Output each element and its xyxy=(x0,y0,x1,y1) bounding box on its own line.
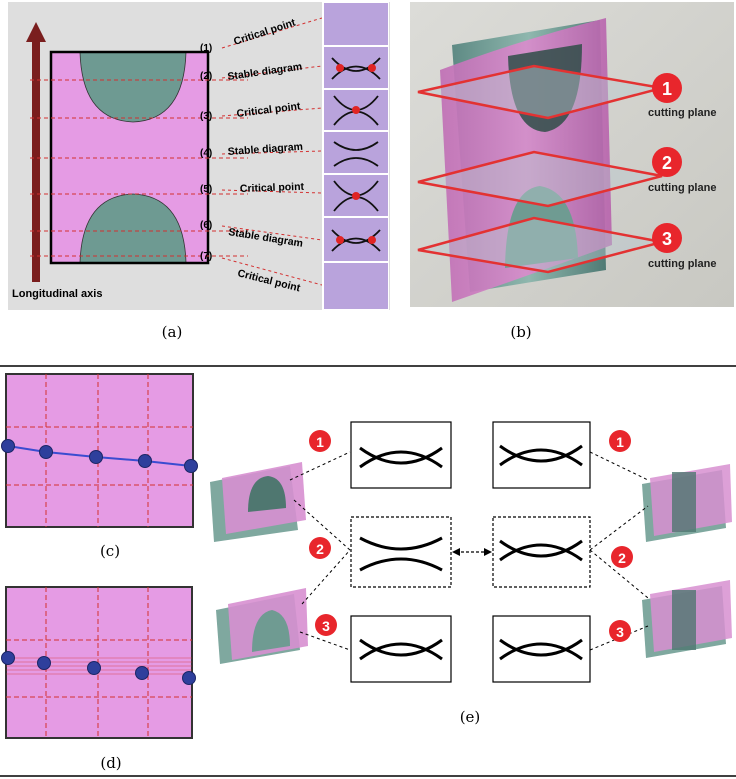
diagram-box-right-3 xyxy=(492,615,591,683)
panel-c: (c) xyxy=(1,373,198,560)
e-badge-right-1: 1 xyxy=(609,430,631,452)
diagram-box-left-2 xyxy=(350,516,452,588)
annotation-stable-diagram-2: Stable diagram xyxy=(227,141,303,158)
plane-label-1: cutting plane xyxy=(648,107,716,119)
plane-badge-2: 2 xyxy=(652,147,682,177)
curve-point xyxy=(89,450,103,464)
critical-dot xyxy=(336,236,344,244)
badge-number: 1 xyxy=(662,79,672,99)
diagram-box-right-2 xyxy=(492,516,591,588)
badge-number: 3 xyxy=(616,624,624,640)
level-label-4: (4) xyxy=(200,148,212,159)
caption-b: (b) xyxy=(510,323,531,341)
surface-thumb-left-2 xyxy=(216,588,308,664)
diagram-box-right-1 xyxy=(492,421,591,489)
panel-d-field xyxy=(5,586,193,739)
e-badge-right-2: 2 xyxy=(611,546,633,568)
upper-hole xyxy=(508,44,582,132)
badge-number: 2 xyxy=(316,541,324,557)
surface-thumb-right-2 xyxy=(642,580,732,658)
upper-hole-shape xyxy=(79,51,187,123)
diagram-column xyxy=(322,2,389,310)
badge-number: 3 xyxy=(662,229,672,249)
diagram-box-left-1 xyxy=(350,421,452,489)
e-badge-left-3: 3 xyxy=(315,614,337,636)
cell-stable-1 xyxy=(324,47,388,88)
critical-dot xyxy=(352,106,360,114)
cell-stable-3 xyxy=(324,218,388,261)
level-markers: (1) (2) (3) (4) (5) (6) (7) xyxy=(30,43,248,262)
critical-dot xyxy=(368,64,376,72)
lower-hole xyxy=(505,186,578,268)
cell-stable-2 xyxy=(324,132,388,173)
panel-e: 1 2 3 1 2 3 xyxy=(210,421,732,726)
curve-point xyxy=(1,439,15,453)
curve-point xyxy=(182,671,196,685)
e-badge-right-3: 3 xyxy=(609,620,631,642)
level-label-3: (3) xyxy=(200,111,212,122)
lower-hole-shape xyxy=(79,193,187,264)
badge-number: 2 xyxy=(662,153,672,173)
curve-point xyxy=(37,656,51,670)
level-label-6: (6) xyxy=(200,220,212,231)
curve-point xyxy=(184,459,198,473)
diagram-box-left-3 xyxy=(350,615,452,683)
plane-label-3: cutting plane xyxy=(648,258,716,270)
curve-point xyxy=(135,666,149,680)
curve-point xyxy=(1,651,15,665)
level-label-7: (7) xyxy=(200,251,212,262)
curve-point xyxy=(138,454,152,468)
plane-badge-3: 3 xyxy=(652,223,682,253)
caption-c: (c) xyxy=(100,542,120,560)
badge-number: 3 xyxy=(322,618,330,634)
panel-a: Longitudinal axis (1) (2) (3) (4) (5) (6… xyxy=(8,2,390,341)
axis-label: Longitudinal axis xyxy=(12,288,102,300)
cell-empty-bottom xyxy=(324,263,388,309)
curve-point xyxy=(87,661,101,675)
cell-empty-top xyxy=(324,3,388,45)
level-label-5: (5) xyxy=(200,184,212,195)
plane-badge-1: 1 xyxy=(652,73,682,103)
badge-number: 1 xyxy=(616,434,624,450)
curve-point xyxy=(39,445,53,459)
panel-e-connectors xyxy=(289,451,649,651)
badge-number: 2 xyxy=(618,550,626,566)
e-badge-left-1: 1 xyxy=(309,430,331,452)
caption-e: (e) xyxy=(460,708,481,726)
double-arrow-icon xyxy=(452,548,492,556)
panel-b: 1 cutting plane 2 cutting plane 3 cuttin… xyxy=(410,2,734,341)
critical-dot xyxy=(336,64,344,72)
badge-number: 1 xyxy=(316,434,324,450)
e-badge-left-2: 2 xyxy=(309,537,331,559)
panel-d: (d) xyxy=(1,586,196,772)
surface-thumb-right-1 xyxy=(642,464,732,542)
critical-dot xyxy=(352,192,360,200)
surface-thumb-left-1 xyxy=(210,462,306,542)
caption-a: (a) xyxy=(162,323,183,341)
caption-d: (d) xyxy=(100,754,121,772)
annotation-connectors xyxy=(221,17,323,286)
level-label-2: (2) xyxy=(200,71,212,82)
axis-arrowhead-icon xyxy=(26,22,46,42)
critical-dot xyxy=(368,236,376,244)
level-label-1: (1) xyxy=(200,43,212,54)
plane-label-2: cutting plane xyxy=(648,182,716,194)
annotation-critical-point-3: Critical point xyxy=(240,181,305,195)
